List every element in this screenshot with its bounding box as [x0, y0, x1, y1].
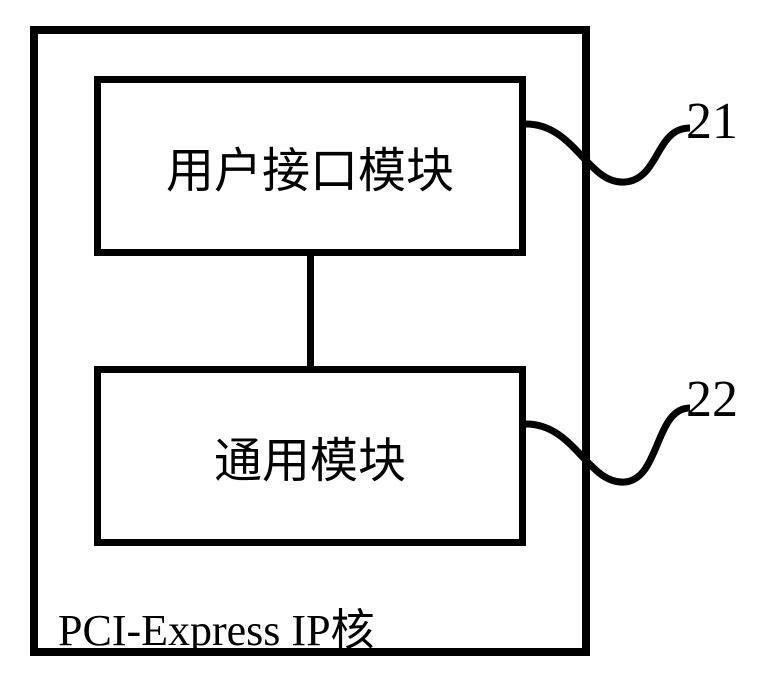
callout-lead-22: [0, 0, 779, 678]
callout-number-22: 22: [686, 370, 738, 429]
diagram-root: PCI-Express IP核 用户接口模块 通用模块 21 22: [0, 0, 779, 678]
